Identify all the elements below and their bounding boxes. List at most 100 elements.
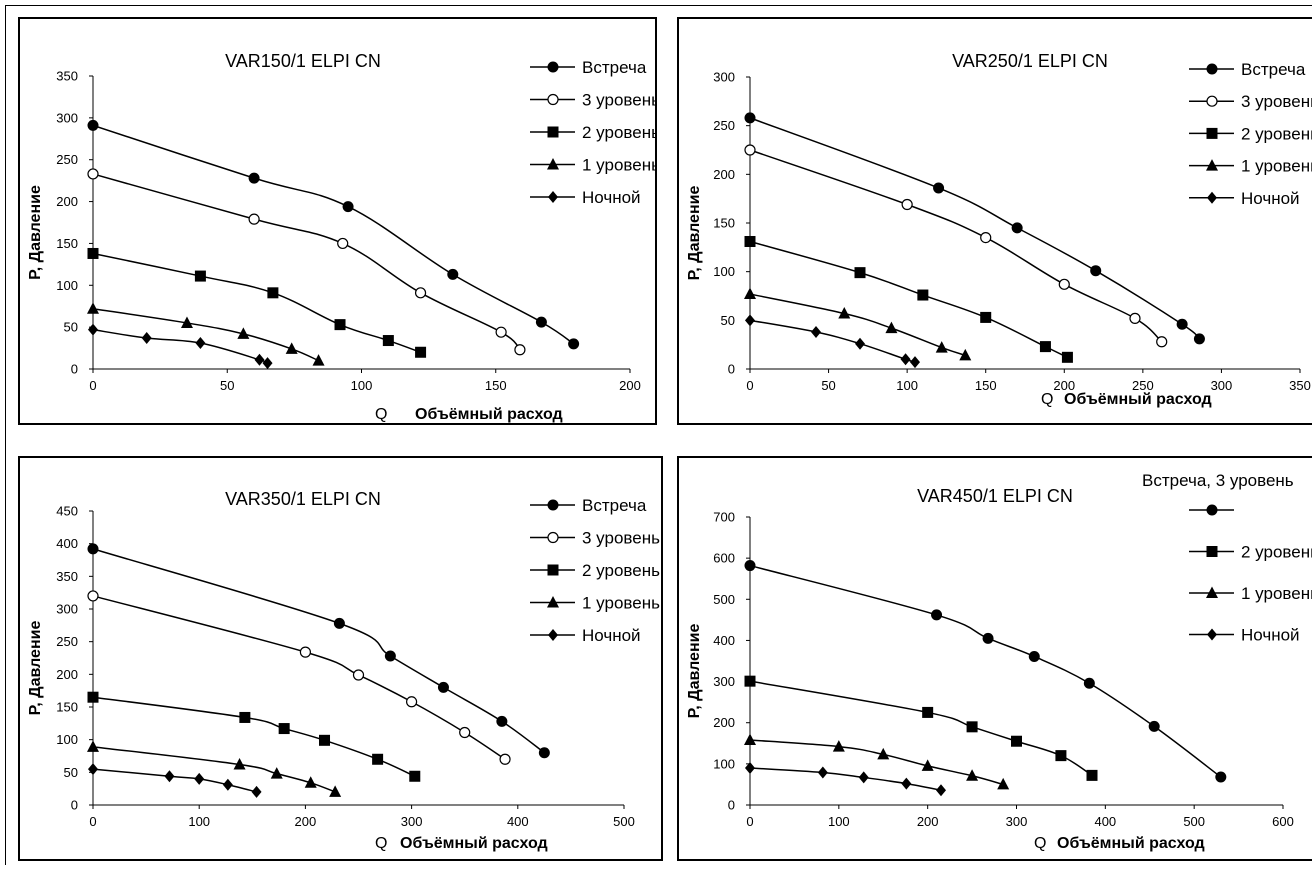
chart2-legend-label-ночной: Ночной — [1241, 189, 1300, 208]
chart4-y-tick-label: 300 — [713, 674, 735, 689]
chart2-legend-label-2-уровень: 2 уровень — [1241, 124, 1312, 143]
chart4-point-ночной — [858, 771, 869, 784]
chart4-point-1-уровень — [744, 733, 756, 745]
chart1-point-встреча — [568, 338, 580, 350]
chart3-x-tick-label: 400 — [507, 814, 529, 829]
chart2-point-1-уровень — [935, 341, 948, 353]
chart1-title: VAR150/1 ELPI CN — [225, 51, 381, 71]
chart-panel-var250: VAR250/1 ELPI CN 0 50 100 150 200 250 300 0 50 100… — [677, 17, 1312, 425]
chart3-series-встреча — [87, 543, 550, 759]
chart1-point-встреча — [535, 316, 547, 328]
chart3-y-axis-label: P, Давление — [27, 621, 44, 716]
chart4-line-1-уровень — [749, 739, 1004, 786]
chart4-x-tick-label: 0 — [746, 814, 753, 829]
chart2-x-tick-label: 50 — [821, 378, 835, 393]
chart2-line-встреча — [749, 117, 1200, 340]
sheet-border-top — [5, 5, 1312, 6]
chart3-point-2-уровень — [319, 734, 331, 746]
chart2-legend: Встреча 3 уровень 2 уровень 1 уровень Ночной — [1189, 60, 1312, 208]
chart4-point-1-уровень — [997, 777, 1010, 790]
chart4-x-axis-label: Объёмный расход — [1057, 835, 1205, 852]
chart1-line-встреча — [92, 124, 575, 345]
chart1-series-2-уровень — [87, 247, 427, 358]
chart2-y-tick-label: 0 — [728, 362, 735, 377]
chart2-x-tick-label: 200 — [1053, 378, 1075, 393]
chart1-point-3-уровень — [248, 213, 260, 225]
chart1-x-axis-symbol: Q — [375, 406, 387, 423]
chart2-point-2-уровень — [1061, 351, 1073, 363]
chart1-point-3-уровень — [514, 344, 526, 356]
chart2-series-ночной — [745, 314, 920, 369]
chart3-point-1-уровень — [329, 785, 342, 797]
chart3-legend-label-встреча: Встреча — [582, 496, 647, 515]
chart1-x-tick-label: 50 — [220, 378, 234, 393]
chart4-title: VAR450/1 ELPI CN — [917, 486, 1073, 506]
chart2-line-2-уровень — [749, 240, 1068, 358]
chart3-point-встреча — [87, 543, 99, 555]
chart3-line-2-уровень — [92, 696, 416, 777]
chart1-legend-marker-3-уровень — [547, 93, 559, 106]
chart-panel-var150: VAR150/1 ELPI CN 0 50 100 150 200 250 300 350 0 50… — [18, 17, 657, 425]
chart3-point-1-уровень — [87, 740, 99, 752]
chart2-point-ночной — [910, 356, 920, 369]
chart2-point-1-уровень — [744, 287, 756, 300]
chart4-point-встреча-3-уровень — [744, 560, 756, 572]
chart3-point-3-уровень — [459, 726, 471, 739]
chart2-point-1-уровень — [838, 307, 851, 319]
chart4-x-tick-label: 100 — [828, 814, 850, 829]
chart3-series-3-уровень — [87, 590, 511, 765]
chart3-point-1-уровень — [270, 767, 283, 779]
chart3-point-встреча — [538, 747, 550, 759]
chart3-y-tick-label: 450 — [56, 504, 78, 519]
chart4-legend-label-1-уровень: 1 уровень — [1241, 584, 1312, 603]
chart1-point-встреча — [87, 119, 99, 131]
chart4-legend-label-встреча-3-уровень: Встреча, 3 уровень — [1142, 471, 1294, 490]
chart3-x-tick-label: 100 — [188, 814, 210, 829]
chart4-point-встреча-3-уровень — [1215, 771, 1227, 783]
chart2-x-tick-label: 250 — [1132, 378, 1154, 393]
chart3-x-tick-label: 500 — [613, 814, 635, 829]
chart1-legend-label-3-уровень: 3 уровень — [582, 91, 657, 110]
chart3-point-встреча — [437, 681, 449, 693]
chart3-point-3-уровень — [499, 753, 511, 765]
chart2-title: VAR250/1 ELPI CN — [952, 51, 1108, 71]
chart1-point-2-уровень — [87, 247, 99, 259]
chart1-point-2-уровень — [334, 319, 346, 331]
chart2-x-tick-label: 300 — [1211, 378, 1233, 393]
chart2-point-2-уровень — [744, 235, 756, 247]
chart3-x-tick-label: 0 — [89, 814, 96, 829]
chart3-point-встреча — [333, 617, 345, 629]
chart3-y-tick-label: 300 — [56, 602, 78, 617]
chart4-point-встреча-3-уровень — [1148, 720, 1160, 732]
chart1-series-1-уровень — [87, 302, 325, 366]
chart2-legend-marker-ночной — [1207, 191, 1217, 204]
chart-var150: VAR150/1 ELPI CN 0 50 100 150 200 250 300 350 0 50… — [27, 51, 657, 423]
chart4-point-ночной — [745, 761, 755, 774]
chart3-line-1-уровень — [92, 746, 336, 793]
chart3-y-tick-label: 50 — [64, 765, 78, 780]
chart3-point-ночной — [88, 763, 98, 776]
chart1-point-1-уровень — [180, 316, 193, 328]
chart4-point-ночной — [817, 766, 828, 779]
chart3-series-1-уровень — [87, 740, 342, 797]
chart3-point-ночной — [251, 785, 262, 798]
chart2-legend-marker-3-уровень — [1206, 95, 1218, 107]
chart1-series-ночной — [88, 323, 273, 370]
chart1-legend-marker-1-уровень — [547, 158, 559, 170]
chart3-legend-marker-1-уровень — [547, 596, 559, 608]
chart3-x-axis-label: Объёмный расход — [400, 835, 548, 852]
chart1-point-1-уровень — [312, 354, 325, 366]
chart3-point-3-уровень — [352, 669, 365, 681]
chart3-legend-label-3-уровень: 3 уровень — [582, 529, 660, 548]
chart2-point-3-уровень — [901, 198, 913, 211]
chart2-point-встреча — [1090, 265, 1102, 277]
chart2-point-встреча — [933, 182, 945, 194]
chart1-legend-label-1-уровень: 1 уровень — [582, 156, 657, 175]
chart3-y-tick-label: 250 — [56, 634, 78, 649]
chart1-point-встреча — [342, 201, 354, 213]
chart4-y-tick-label: 100 — [713, 756, 735, 771]
chart3-title: VAR350/1 ELPI CN — [225, 489, 381, 509]
chart3-series-2-уровень — [87, 691, 421, 782]
chart1-series-встреча — [87, 119, 580, 350]
